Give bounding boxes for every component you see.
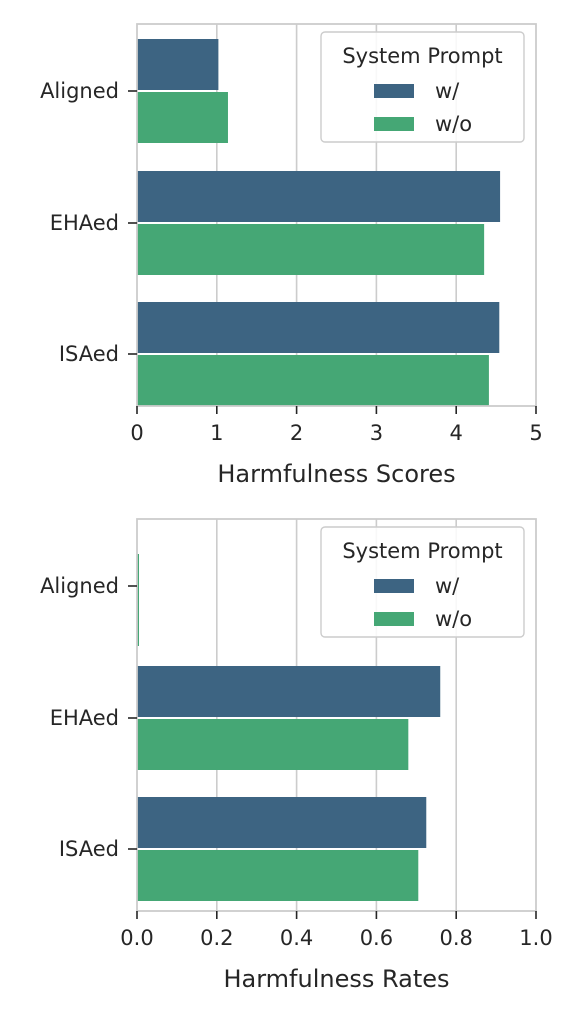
legend-label-with: w/ <box>435 79 460 103</box>
legend: System Prompt w/w/o <box>320 526 525 638</box>
harmfulness-rates-chart: 0.0 0.2 0.4 0.6 0.8 1.0 Aligned EHAed ISAed Harmf… <box>40 518 553 993</box>
legend-title: System Prompt <box>342 539 502 563</box>
category-label-ehaed: EHAed <box>50 211 119 235</box>
bar-ehaed-with-system-prompt <box>137 171 501 222</box>
bar-isaed-without-system-prompt <box>137 355 489 406</box>
category-label-aligned: Aligned <box>40 574 119 598</box>
bar-isaed-with-system-prompt <box>137 302 500 353</box>
bar-ehaed-with-system-prompt <box>137 666 441 717</box>
x-tick-label: 0.8 <box>439 926 472 950</box>
plot-frame <box>136 518 537 912</box>
plot-frame <box>136 23 537 407</box>
bar-isaed-without-system-prompt <box>137 850 419 901</box>
x-tick-label: 0 <box>130 421 143 445</box>
legend-swatch-with <box>374 84 414 98</box>
bar-isaed-with-system-prompt <box>137 797 427 848</box>
x-tick-label: 4 <box>450 421 463 445</box>
x-tick-label: 5 <box>529 421 542 445</box>
legend-swatch-without <box>374 117 414 131</box>
x-axis-title: Harmfulness Rates <box>223 965 449 993</box>
x-tick-label: 1.0 <box>519 926 552 950</box>
category-label-isaed: ISAed <box>59 342 119 366</box>
legend-label-with: w/ <box>435 574 460 598</box>
x-tick-label: 0.2 <box>200 926 233 950</box>
category-label-aligned: Aligned <box>40 79 119 103</box>
legend-label-without: w/o <box>435 112 472 136</box>
harmfulness-scores-chart: 0 1 2 3 4 5 Aligned EHAed ISAed Harmfulness Score… <box>40 23 543 488</box>
category-label-ehaed: EHAed <box>50 706 119 730</box>
legend-box <box>320 526 525 638</box>
legend-title: System Prompt <box>342 44 502 68</box>
x-tick-label: 0.6 <box>360 926 393 950</box>
x-axis-title: Harmfulness Scores <box>217 460 455 488</box>
bar-ehaed-without-system-prompt <box>137 224 485 275</box>
category-label-isaed: ISAed <box>59 837 119 861</box>
x-tick-label: 0.0 <box>120 926 153 950</box>
legend-box <box>320 31 525 143</box>
x-tick-label: 1 <box>210 421 223 445</box>
legend-swatch-without <box>374 612 414 626</box>
bar-aligned-with-system-prompt <box>137 39 219 90</box>
x-tick-label: 3 <box>370 421 383 445</box>
bar-aligned-sliver <box>137 554 139 646</box>
x-tick-label: 0.4 <box>280 926 313 950</box>
legend-label-without: w/o <box>435 607 472 631</box>
legend-swatch-with <box>374 579 414 593</box>
x-tick-label: 2 <box>290 421 303 445</box>
legend: System Prompt w/w/o <box>320 31 525 143</box>
bar-aligned-without-system-prompt <box>137 92 228 143</box>
bar-ehaed-without-system-prompt <box>137 719 409 770</box>
